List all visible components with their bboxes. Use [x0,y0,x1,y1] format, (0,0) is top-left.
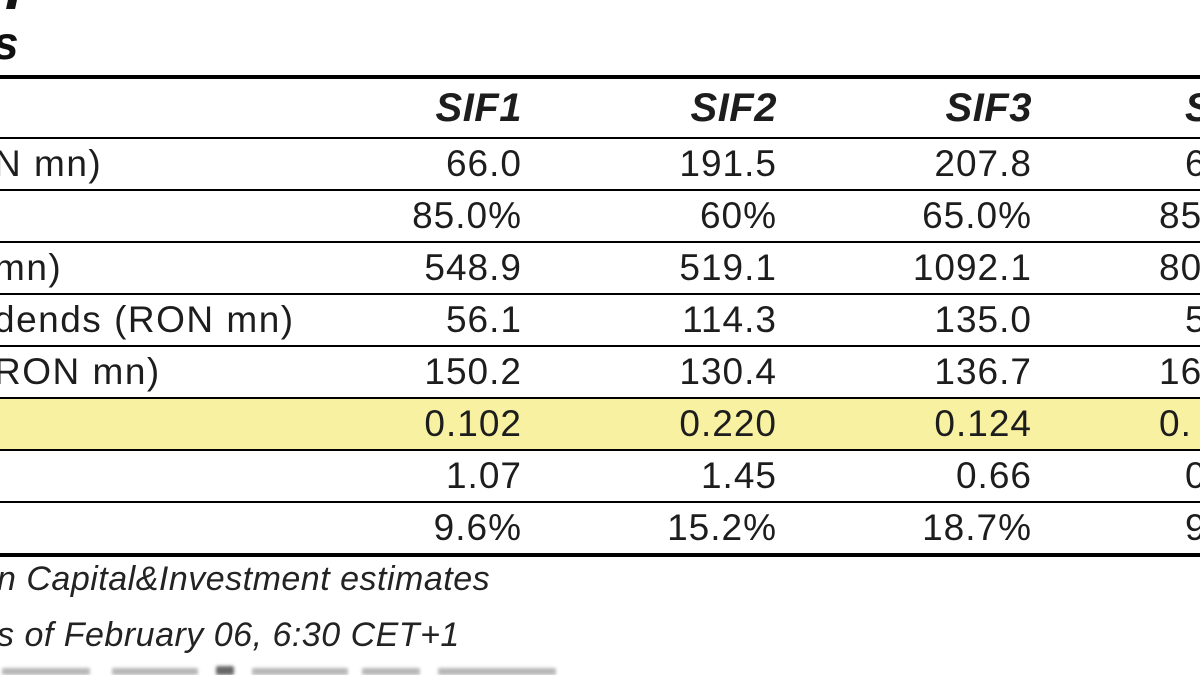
cell-sif1: 150.2 [424,351,522,392]
cell-sif1: 66.0 [445,143,522,184]
cell-sif4-fragment: 16 [1159,351,1200,392]
cell-sif4-fragment: 85 [1159,195,1200,236]
cell-sif3: 18.7% [922,507,1032,548]
table-row: 85.0% 60% 65.0% 85 [0,189,1200,241]
cell-sif3: 0.66 [955,455,1032,496]
table-row: dends (RON mn) 56.1 114.3 135.0 5 [0,293,1200,345]
cell-sif2: 519.1 [679,247,777,288]
table-row-highlighted: 0.102 0.220 0.124 0. [0,397,1200,449]
cell-sif4-fragment: 5 [1185,299,1200,340]
cell-sif4-fragment: 6 [1185,143,1200,184]
cell-sif2: 0.220 [679,403,777,444]
row-label [0,455,390,497]
cutoff-line-remnant [0,666,580,675]
cell-sif3: 0.124 [934,403,1032,444]
row-label: mn) [0,247,63,288]
cutoff-glyph-remnant [6,0,17,9]
cell-sif2: 130.4 [679,351,777,392]
cell-sif3: 207.8 [934,143,1032,184]
cell-sif4-fragment: 80 [1159,247,1200,288]
cell-sif1: 548.9 [424,247,522,288]
cell-sif4-fragment: 0. [1159,403,1192,444]
footnote-source: n Capital&Investment estimates [0,560,491,598]
cell-sif3: 65.0% [922,195,1032,236]
header-sif2: SIF2 [690,85,777,130]
table-row: 1.07 1.45 0.66 0 [0,449,1200,501]
cell-sif4-fragment: 9 [1185,507,1200,548]
cell-sif2: 60% [699,195,777,236]
header-sif1: SIF1 [435,85,522,130]
cell-sif1: 56.1 [445,299,522,340]
row-label [0,195,390,237]
footnote-prices-asof: s of February 06, 6:30 CET+1 [0,616,460,654]
table-row: RON mn) 150.2 130.4 136.7 16 [0,345,1200,397]
page-title-fragment: s [0,16,19,70]
cell-sif2: 114.3 [682,299,777,340]
cell-sif2: 1.45 [700,455,777,496]
table-row: N mn) 66.0 191.5 207.8 6 [0,137,1200,189]
cell-sif2: 15.2% [667,507,777,548]
table-header-row: SIF1 SIF2 SIF3 S [0,79,1200,137]
row-label [0,403,390,445]
cell-sif1: 85.0% [412,195,522,236]
cell-sif4-fragment: 0 [1185,455,1200,496]
row-label [0,507,390,549]
cell-sif2: 191.5 [679,143,777,184]
cell-sif1: 9.6% [433,507,522,548]
cell-sif3: 1092.1 [912,247,1032,288]
cell-sif1: 1.07 [445,455,522,496]
cell-sif3: 135.0 [934,299,1032,340]
header-sif3: SIF3 [945,85,1032,130]
financial-table: SIF1 SIF2 SIF3 S N mn) 66.0 191.5 207.8 … [0,75,1200,557]
row-label: dends (RON mn) [0,299,295,340]
cell-sif3: 136.7 [934,351,1032,392]
table-row: mn) 548.9 519.1 1092.1 80 [0,241,1200,293]
cell-sif1: 0.102 [424,403,522,444]
header-sif4-fragment: S [1035,86,1200,131]
row-label: N mn) [0,143,103,184]
table-row: 9.6% 15.2% 18.7% 9 [0,501,1200,553]
row-label: RON mn) [0,351,161,392]
